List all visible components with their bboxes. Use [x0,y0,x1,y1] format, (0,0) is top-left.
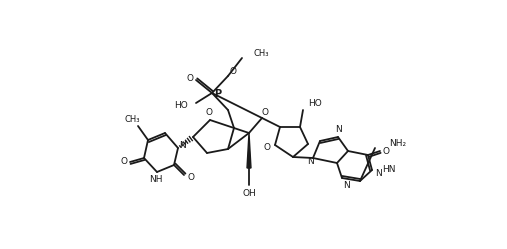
Text: CH₃: CH₃ [124,115,140,124]
Text: NH: NH [149,176,163,185]
Text: HN: HN [382,165,395,174]
Text: O: O [121,158,127,167]
Text: O: O [230,66,236,75]
Text: O: O [187,73,194,82]
Text: HO: HO [174,101,188,110]
Text: HO: HO [308,99,322,108]
Text: NH₂: NH₂ [389,139,406,148]
Text: N: N [179,141,187,150]
Text: O: O [264,142,271,151]
Text: N: N [375,169,381,178]
Text: N: N [336,124,342,133]
Text: O: O [262,108,269,117]
Text: OH: OH [242,188,256,197]
Text: CH₃: CH₃ [254,49,270,58]
Polygon shape [247,133,251,168]
Text: O: O [382,146,389,155]
Text: P: P [214,89,222,99]
Text: N: N [343,182,349,190]
Text: O: O [205,108,212,117]
Text: O: O [188,173,195,182]
Text: N: N [307,157,313,166]
